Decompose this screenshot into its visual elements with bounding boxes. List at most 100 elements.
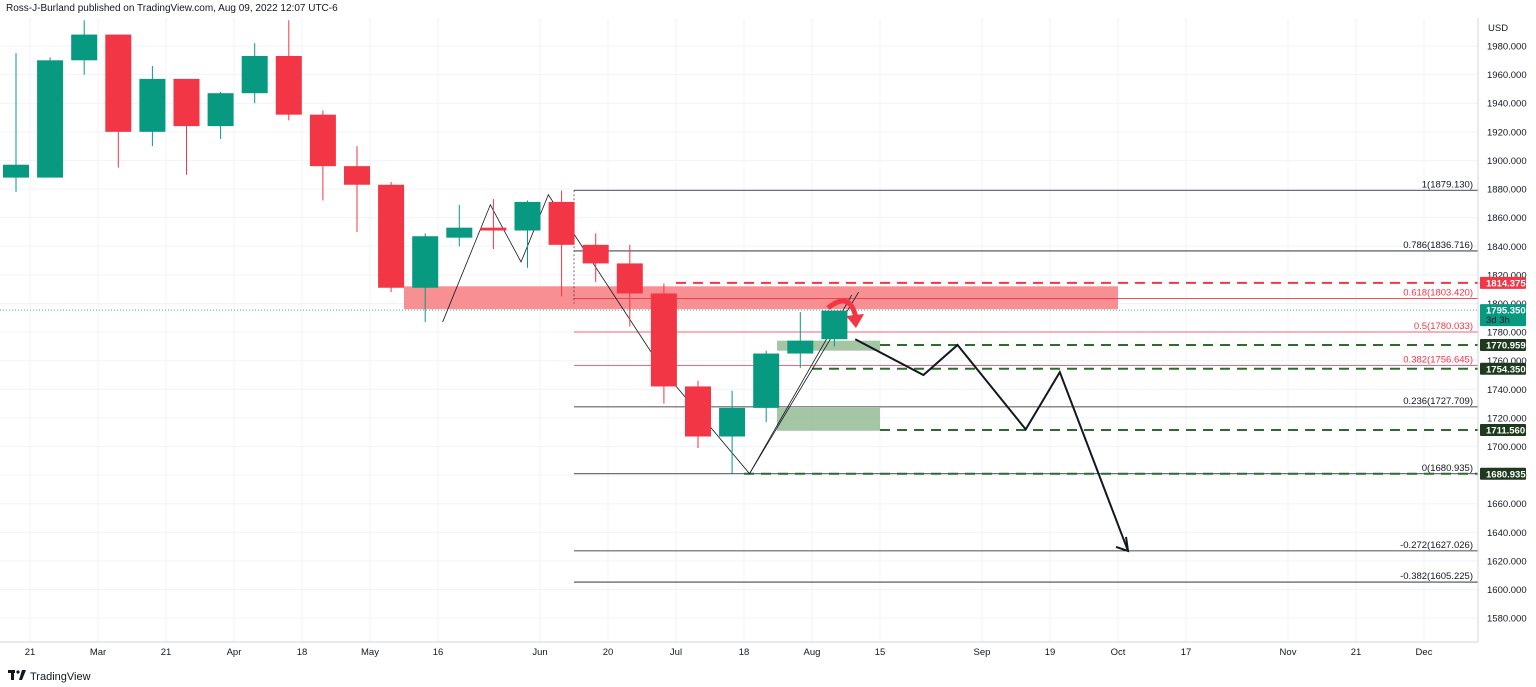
x-tick-label: 21 — [25, 647, 36, 658]
candle-body — [173, 78, 200, 127]
fib-level-label: -0.382(1605.225) — [1400, 571, 1473, 582]
y-tick-label: 1620.000 — [1487, 556, 1527, 567]
y-tick-label: 1740.000 — [1487, 385, 1527, 396]
zone-layer — [404, 286, 1118, 431]
y-tick-label: 1860.000 — [1487, 213, 1527, 224]
candle-body — [480, 227, 507, 231]
x-tick-label: Nov — [1280, 647, 1297, 658]
footer: TradingView — [8, 670, 91, 683]
candle-body — [105, 34, 132, 132]
x-tick-label: 15 — [875, 647, 886, 658]
price-tag-label: 1814.375 — [1486, 278, 1526, 289]
y-tick-label: 1960.000 — [1487, 70, 1527, 81]
drawing-lines — [442, 193, 1478, 553]
candle-body — [548, 201, 575, 245]
x-tick-label: 17 — [1181, 647, 1192, 658]
y-tick-label: 1840.000 — [1487, 242, 1527, 253]
price-tag-bg — [1480, 339, 1526, 352]
fib-level-label: 0.236(1727.709) — [1403, 396, 1473, 407]
x-tick-label: 20 — [603, 647, 614, 658]
y-tick-label: 1580.000 — [1487, 614, 1527, 625]
x-tick-label: 16 — [433, 647, 444, 658]
price-axis: USD 1580.000 1600.000 1620.000 1640.000 1660… — [0, 18, 1527, 643]
candle-body — [412, 236, 439, 288]
x-tick-label: Oct — [1111, 647, 1126, 658]
x-tick-label: 21 — [161, 647, 172, 658]
x-tick-label: 18 — [739, 647, 750, 658]
price-tag-label: 1754.350 — [1486, 364, 1526, 375]
y-tick-label: 1760.000 — [1487, 356, 1527, 367]
y-tick-label: 1940.000 — [1487, 99, 1527, 110]
brand-label: TradingView — [30, 670, 91, 683]
price-tag-bg — [1480, 423, 1526, 436]
candle-body — [616, 263, 643, 294]
projection-arrow-head — [1115, 536, 1130, 553]
candle-body — [514, 201, 541, 231]
fib-retracement: 1(1879.130) 0.786(1836.716) 0.618(1803.420… — [573, 179, 1478, 583]
candle-body — [71, 34, 98, 61]
projection-path — [854, 338, 1129, 552]
x-tick-label: Jun — [532, 647, 547, 658]
y-tick-label: 1720.000 — [1487, 413, 1527, 424]
fib-level-label: 0.618(1803.420) — [1403, 288, 1473, 299]
tradingview-logo-icon — [8, 670, 26, 683]
y-tick-label: 1700.000 — [1487, 442, 1527, 453]
price-tag-bg — [1480, 362, 1526, 375]
candle-body — [309, 114, 336, 167]
y-tick-label: 1780.000 — [1487, 328, 1527, 339]
candle-body — [821, 310, 848, 340]
candle-body — [787, 340, 814, 354]
price-tag-bg — [1480, 276, 1526, 289]
candle-body — [650, 293, 677, 387]
support-zone — [777, 407, 880, 431]
price-tag-label: 1680.935 — [1486, 469, 1526, 480]
candle-body — [378, 184, 405, 288]
x-tick-label: Sep — [974, 647, 991, 658]
x-tick-label: Aug — [804, 647, 821, 658]
price-tag-bg — [1480, 467, 1526, 480]
y-tick-label: 1980.000 — [1487, 42, 1527, 53]
y-tick-label: 1880.000 — [1487, 185, 1527, 196]
candle-body — [685, 386, 711, 437]
candle-body — [753, 353, 780, 408]
time-axis: 21 Mar 21 Apr 18 May 16 Jun 20 Jul 18 Aug 15 Sep 19 Oct… — [25, 647, 1433, 658]
x-tick-label: 19 — [1045, 647, 1056, 658]
x-tick-label: 18 — [297, 647, 308, 658]
candle-body — [37, 60, 64, 178]
y-tick-label: 1820.000 — [1487, 270, 1527, 281]
fib-level-label: 0(1680.935) — [1422, 463, 1473, 474]
y-tick-label: 1660.000 — [1487, 499, 1527, 510]
zigzag-line — [442, 193, 853, 475]
candle-body — [241, 56, 268, 94]
price-tag-label: 1770.959 — [1486, 341, 1526, 352]
y-tick-label: 1600.000 — [1487, 585, 1527, 596]
x-tick-label: Apr — [227, 647, 242, 658]
fib-level-label: 0.382(1756.645) — [1403, 354, 1473, 365]
fib-level-label: 0.786(1836.716) — [1403, 240, 1473, 251]
candles — [3, 20, 848, 474]
red-arrow-head — [846, 314, 864, 328]
candle-body — [344, 166, 370, 185]
fib-level-label: -0.272(1627.026) — [1400, 540, 1473, 551]
x-tick-label: Dec — [1416, 647, 1433, 658]
candle-body — [3, 164, 29, 178]
fib-level-label: 1(1879.130) — [1422, 179, 1473, 190]
candle-body — [275, 56, 302, 115]
x-tick-label: May — [361, 647, 379, 658]
y-tick-label: 1920.000 — [1487, 127, 1527, 138]
candle-body — [446, 227, 473, 238]
price-tag-countdown: 3d 3h — [1486, 315, 1510, 326]
currency-label: USD — [1488, 23, 1508, 34]
candle-body — [207, 93, 234, 127]
candle-body — [582, 244, 609, 264]
price-tag-label: 1795.350 — [1486, 306, 1526, 317]
x-tick-label: 21 — [1351, 647, 1362, 658]
resistance-zone — [404, 286, 1118, 310]
fib-level-label: 0.5(1780.033) — [1414, 321, 1473, 332]
price-tag-label: 1711.560 — [1486, 425, 1525, 436]
support-zone — [777, 340, 880, 351]
price-tag-bg — [1480, 304, 1526, 327]
red-curved-arrow — [826, 298, 859, 319]
